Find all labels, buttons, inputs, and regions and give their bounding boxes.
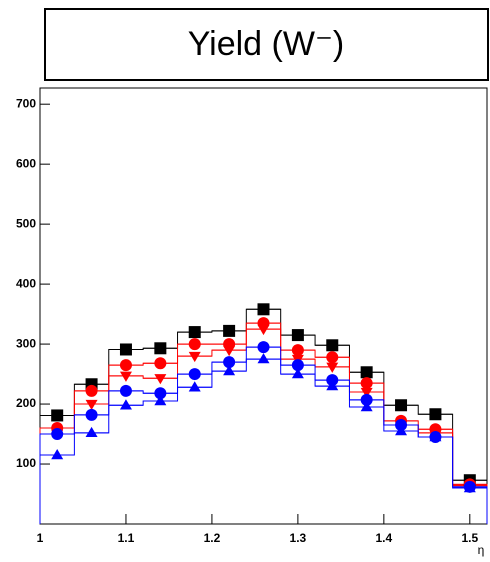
marker bbox=[119, 343, 132, 356]
marker bbox=[119, 399, 132, 410]
marker bbox=[326, 380, 339, 391]
x-tick-label: 1.4 bbox=[376, 531, 393, 545]
marker bbox=[119, 359, 132, 372]
x-tick-label: 1.3 bbox=[290, 531, 307, 545]
x-tick-label: 1.2 bbox=[204, 531, 221, 545]
marker bbox=[154, 374, 167, 385]
marker bbox=[154, 387, 167, 400]
marker bbox=[326, 351, 339, 364]
x-tick-label: 1.5 bbox=[461, 531, 478, 545]
marker bbox=[223, 356, 236, 369]
marker bbox=[154, 357, 167, 370]
marker bbox=[154, 342, 167, 355]
y-tick-label: 300 bbox=[16, 336, 36, 350]
marker bbox=[257, 341, 270, 354]
marker bbox=[326, 339, 339, 352]
y-tick-label: 200 bbox=[16, 396, 36, 410]
marker bbox=[51, 428, 64, 441]
marker bbox=[257, 303, 270, 316]
marker bbox=[188, 326, 201, 339]
marker bbox=[291, 359, 304, 372]
marker bbox=[51, 449, 64, 460]
marker bbox=[119, 371, 132, 382]
marker bbox=[51, 409, 64, 422]
x-axis-label: η bbox=[478, 543, 485, 557]
x-tick-label: 1.1 bbox=[118, 531, 135, 545]
marker bbox=[85, 426, 98, 438]
marker bbox=[85, 408, 98, 421]
marker bbox=[223, 365, 236, 376]
marker bbox=[395, 399, 408, 412]
marker bbox=[360, 393, 373, 406]
marker bbox=[85, 384, 98, 397]
marker bbox=[154, 395, 167, 406]
marker bbox=[360, 366, 373, 379]
marker bbox=[223, 324, 236, 337]
marker bbox=[291, 368, 304, 379]
y-tick-label: 600 bbox=[16, 156, 36, 170]
marker bbox=[188, 351, 201, 363]
plot-frame bbox=[39, 87, 488, 525]
y-tick-label: 700 bbox=[16, 96, 36, 110]
marker bbox=[360, 401, 373, 412]
marker bbox=[429, 431, 442, 442]
marker bbox=[188, 338, 201, 351]
marker bbox=[291, 329, 304, 342]
marker bbox=[291, 344, 304, 357]
chart-title: Yield (W⁻) bbox=[188, 25, 344, 63]
marker bbox=[257, 324, 270, 336]
marker bbox=[257, 353, 270, 364]
marker bbox=[85, 399, 98, 411]
marker bbox=[429, 408, 442, 421]
y-tick-label: 400 bbox=[16, 276, 36, 290]
marker bbox=[360, 387, 373, 399]
y-tick-label: 500 bbox=[16, 216, 36, 230]
marker bbox=[360, 377, 373, 390]
marker bbox=[119, 384, 132, 397]
x-tick-label: 1 bbox=[37, 531, 44, 545]
y-tick-label: 100 bbox=[16, 456, 36, 470]
marker bbox=[188, 381, 201, 392]
marker bbox=[223, 345, 236, 357]
marker bbox=[395, 425, 408, 436]
title-box bbox=[44, 8, 489, 81]
marker bbox=[463, 482, 476, 493]
marker bbox=[188, 368, 201, 381]
marker bbox=[326, 362, 339, 373]
